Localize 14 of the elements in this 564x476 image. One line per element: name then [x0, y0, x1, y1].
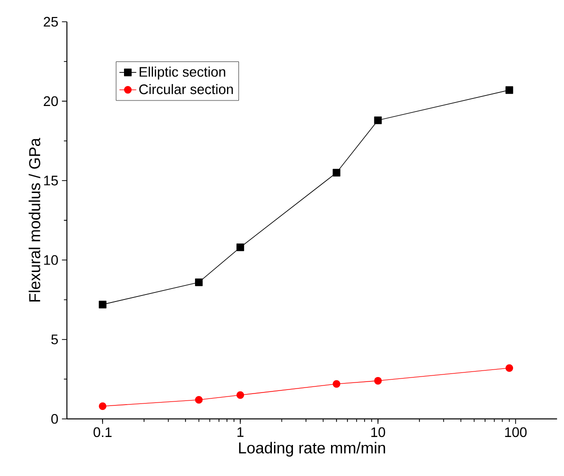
- y-tick-label: 10: [44, 254, 58, 265]
- legend-label: Elliptic section: [140, 66, 226, 80]
- x-tick-label: 0.1: [94, 427, 112, 437]
- y-tick-label: 15: [44, 176, 58, 186]
- x-axis-title: Loading rate mm/min: [239, 442, 386, 456]
- y-tick-label: 5: [51, 334, 58, 344]
- y-tick-label: 25: [44, 16, 58, 27]
- x-tick-label: 1: [238, 427, 244, 437]
- x-tick-label: 10: [371, 427, 386, 437]
- x-tick-label: 100: [505, 427, 527, 437]
- y-tick-label: 20: [44, 96, 58, 106]
- legend-label: Circular section: [139, 84, 233, 94]
- y-tick-label: 0: [51, 414, 58, 424]
- y-axis-title: Flexural modulus / GPa: [28, 138, 40, 302]
